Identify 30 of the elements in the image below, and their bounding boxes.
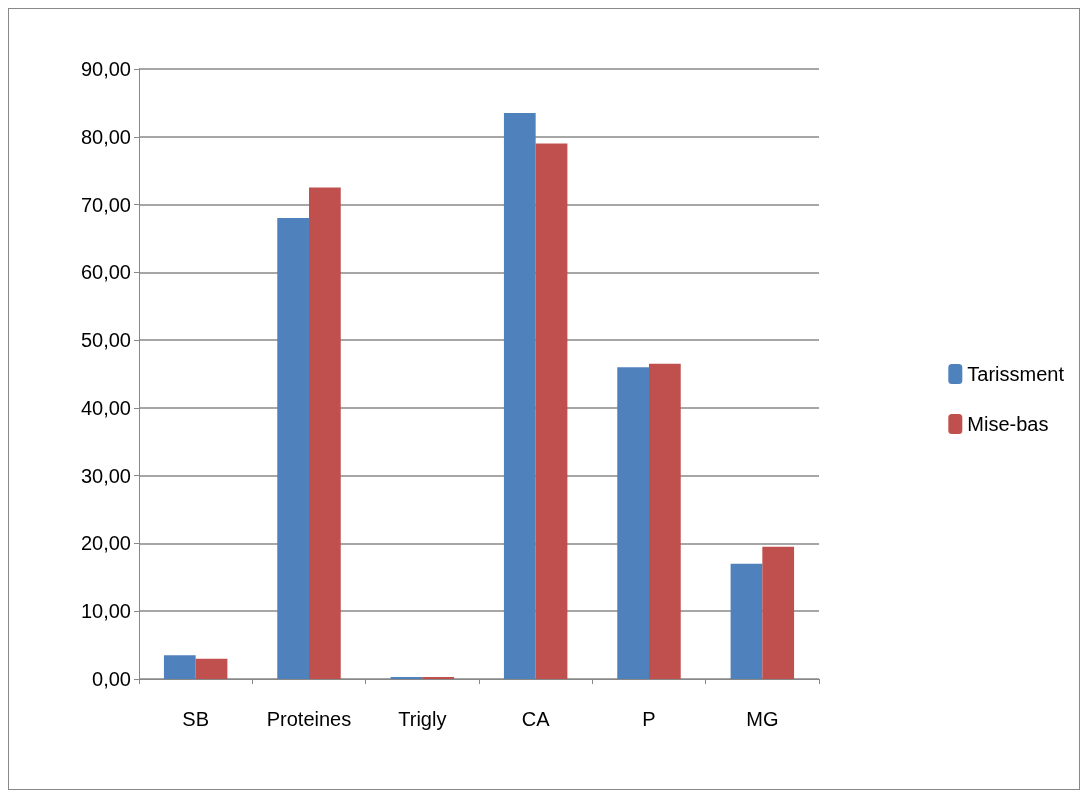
bar — [163, 655, 196, 679]
bar — [503, 113, 536, 679]
bar — [730, 563, 763, 679]
y-tick-label: 10,00 — [80, 600, 131, 623]
legend-label: Mise-bas — [967, 413, 1049, 435]
x-tick-label: Proteines — [266, 708, 352, 730]
y-tick-label: 30,00 — [80, 464, 131, 487]
y-tick-label: 0,00 — [92, 668, 131, 690]
y-tick-label: 40,00 — [80, 396, 131, 419]
bar — [762, 546, 795, 679]
y-tick-label: 20,00 — [80, 532, 131, 555]
bar — [422, 676, 455, 679]
legend-label: Tarissment — [967, 363, 1065, 385]
bar — [195, 658, 228, 679]
y-tick-label: 60,00 — [80, 261, 131, 284]
x-tick-label: P — [642, 708, 656, 730]
y-tick-label: 80,00 — [80, 125, 131, 148]
x-tick-label: CA — [521, 708, 551, 730]
x-tick-label: Trigly — [398, 708, 447, 730]
bar — [649, 363, 681, 679]
y-tick-label: 70,00 — [80, 193, 131, 216]
x-tick-label: SB — [182, 708, 210, 730]
bar — [309, 187, 341, 679]
bar — [277, 218, 309, 679]
y-tick-label: 90,00 — [80, 58, 131, 80]
x-tick-label: MG — [746, 708, 779, 730]
y-tick-label: 50,00 — [80, 329, 131, 352]
bar — [390, 676, 423, 679]
bar — [617, 367, 649, 679]
bar — [535, 143, 568, 679]
